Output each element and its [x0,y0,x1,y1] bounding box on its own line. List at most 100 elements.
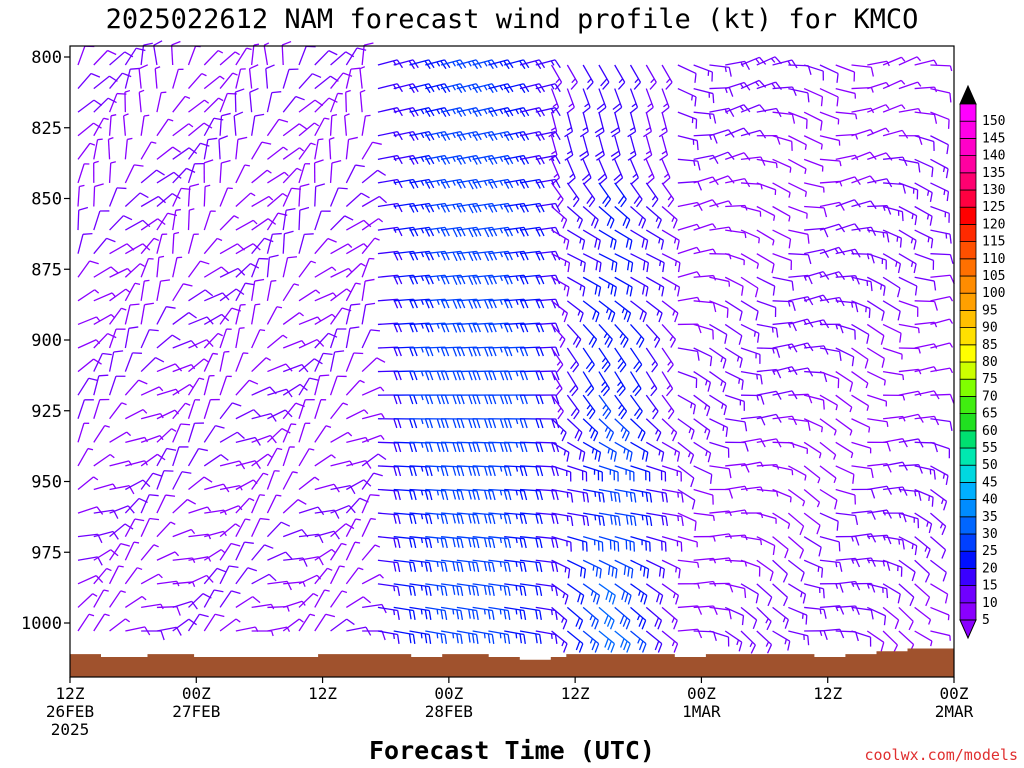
wind-barb-flag [491,514,496,525]
wind-barb-staff [930,367,951,373]
wind-barb-flag [444,442,449,453]
wind-barb-staff [867,152,887,160]
wind-barb-half [629,127,635,131]
wind-barb-flag [783,596,789,607]
wind-barb-staff [187,260,201,278]
wind-barb-flag [595,312,600,323]
wind-barb-staff [867,463,888,467]
wind-barb-staff [361,472,375,490]
wind-barb-flag [472,442,477,453]
wind-barb-staff [267,193,284,207]
wind-barb-flag [661,515,665,526]
wind-barb-half [667,360,672,366]
wind-barb-flag [626,285,630,295]
wind-barb-flag [627,130,636,138]
colorbar-swatch [959,550,977,569]
wind-barb-flag [641,450,646,460]
wind-barb-flag [413,514,417,525]
wind-barb-half [420,275,425,282]
wind-barb-half [560,216,565,223]
wind-barb-half [720,356,724,363]
wind-barb-staff [851,418,870,428]
wind-barb-flag [578,643,584,653]
wind-barb-flag [173,171,182,179]
wind-barb-half [298,618,304,623]
wind-barb-flag [460,634,463,644]
wind-barb-flag [673,643,679,653]
wind-barb-flag [643,567,646,577]
wind-barb-flag [707,382,712,392]
wind-barb-flag [928,523,933,534]
wind-barb-staff [219,523,236,538]
wind-barb-half [325,425,332,428]
wind-barb-staff [756,463,777,467]
wind-barb-flag [933,114,938,124]
wind-barb-half [515,394,519,401]
wind-barb-flag [535,203,541,213]
colorbar-label: 70 [982,389,998,404]
wind-barb-flag [924,573,930,583]
wind-barb-staff [835,347,854,358]
wind-barb-half [854,113,858,120]
wind-barb-staff [725,534,746,538]
wind-barb-staff [172,364,192,373]
wind-barb-flag [787,641,791,651]
wind-barb-flag [153,40,163,46]
wind-barb-flag [362,596,372,604]
wind-barb-flag [298,123,308,130]
wind-barb-staff [772,465,793,471]
wind-barb-flag [503,585,507,596]
wind-barb-half [758,237,760,244]
wind-barb-staff [788,418,809,423]
wind-barb-half [292,471,298,474]
wind-barb-flag [206,339,214,348]
wind-barb-flag [866,334,870,344]
wind-barb-flag [519,418,524,429]
wind-barb-staff [725,485,746,491]
wind-barb-half [341,542,347,546]
wind-barb-staff [93,333,109,349]
wind-barb-staff [235,328,241,349]
wind-barb-staff [235,567,249,585]
wind-barb-staff [693,300,714,304]
wind-barb-half [564,567,567,573]
wind-barb-staff [235,243,254,255]
wind-barb-staff [930,253,951,256]
wind-barb-half [898,539,901,545]
wind-barb-half [245,518,251,521]
wind-barb-half [650,384,656,390]
wind-barb-flag [590,216,596,227]
wind-barb-flag [270,413,277,422]
credit-text[interactable]: coolwx.com/models [864,746,1018,764]
wind-barb-staff [677,64,697,74]
wind-barb-flag [570,516,574,527]
wind-barb-flag [561,432,567,442]
wind-barb-flag [523,370,529,381]
wind-barb-staff [251,472,264,490]
wind-barb-staff [283,600,303,609]
wind-barb-staff [124,379,140,396]
wind-barb-flag [555,388,563,397]
wind-barb-flag [409,347,414,357]
wind-barb-staff [788,441,808,450]
wind-barb-half [380,434,385,440]
wind-barb-staff [125,626,146,632]
colorbar-swatch [959,327,977,346]
wind-barb-flag [535,418,540,429]
x-tick-label: 26FEB [46,702,94,721]
wind-barb-half [787,322,792,328]
wind-barb-flag [539,490,543,501]
colorbar-swatch [959,585,977,604]
wind-barb-flag [606,216,612,227]
wind-barb-flag [949,421,953,431]
wind-barb-staff [693,323,714,331]
wind-barb-half [652,407,657,413]
wind-barb-flag [206,575,214,583]
wind-barb-flag [440,466,445,476]
wind-barb-flag [93,358,102,365]
wind-barb-flag [460,370,465,381]
wind-barb-staff [248,68,253,89]
wind-barb-flag [661,286,665,297]
wind-barb-flag [245,282,255,286]
wind-barb-flag [491,490,496,501]
